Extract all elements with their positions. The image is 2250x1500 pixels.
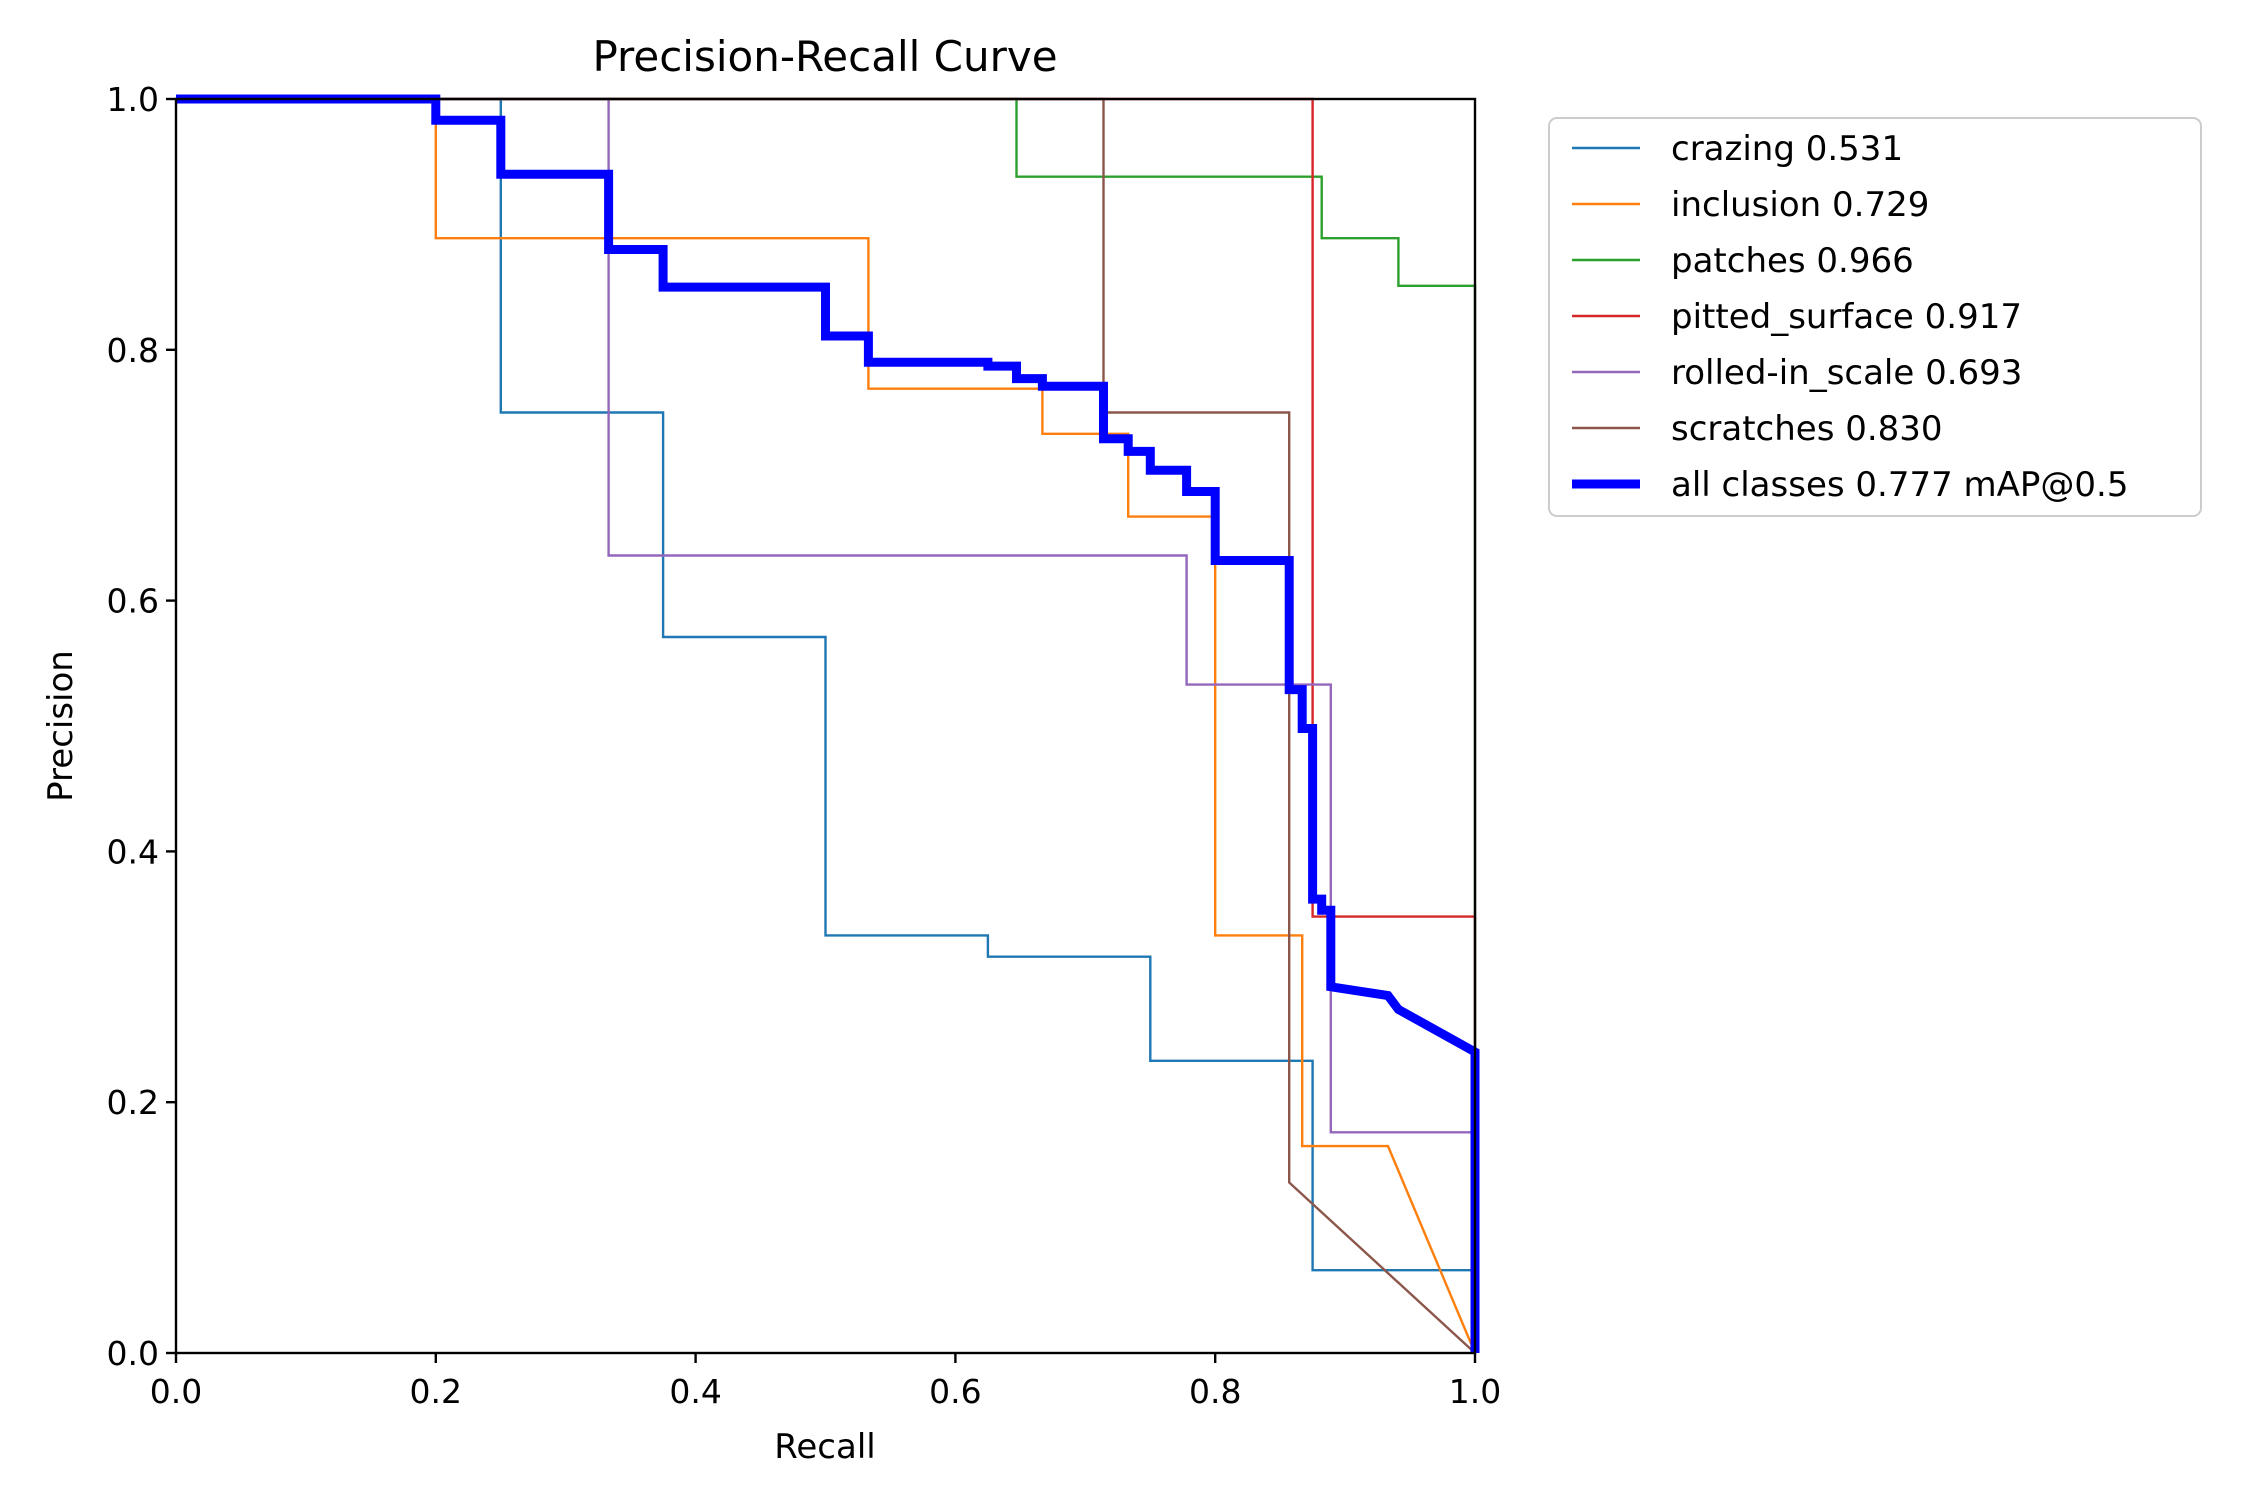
chart-title: Precision-Recall Curve bbox=[592, 32, 1057, 81]
y-tick-label: 0.4 bbox=[107, 832, 159, 871]
x-tick-label: 0.4 bbox=[669, 1372, 721, 1411]
legend-label: pitted_surface 0.917 bbox=[1671, 297, 2022, 337]
series-line-all-classes bbox=[176, 94, 1480, 1353]
y-tick-label: 0.6 bbox=[107, 582, 159, 621]
x-tick-label: 0.0 bbox=[150, 1372, 202, 1411]
x-tick-label: 0.8 bbox=[1189, 1372, 1241, 1411]
x-tick-label: 1.0 bbox=[1449, 1372, 1501, 1411]
x-tick-label: 0.6 bbox=[929, 1372, 981, 1411]
y-axis-label: Precision bbox=[41, 650, 81, 802]
y-tick-label: 0.0 bbox=[107, 1334, 159, 1373]
x-tick-label: 0.2 bbox=[410, 1372, 462, 1411]
legend-label: rolled-in_scale 0.693 bbox=[1671, 353, 2022, 393]
legend-items: crazing 0.531 inclusion 0.729 patches 0.96… bbox=[1572, 129, 2128, 505]
legend-box bbox=[1548, 117, 2202, 517]
y-tick-label: 0.2 bbox=[107, 1083, 159, 1122]
y-axis-ticks: 0.0 0.2 0.4 0.6 0.8 1.0 bbox=[107, 80, 176, 1373]
legend-label: inclusion 0.729 bbox=[1671, 185, 1929, 225]
x-axis-label: Recall bbox=[774, 1427, 875, 1467]
series-line-patches bbox=[176, 97, 1477, 1353]
y-tick-label: 1.0 bbox=[107, 80, 159, 119]
y-tick-label: 0.8 bbox=[107, 331, 159, 370]
plot-frame bbox=[174, 97, 1477, 1355]
legend-label: crazing 0.531 bbox=[1671, 129, 1903, 169]
legend-label: all classes 0.777 mAP@0.5 bbox=[1671, 465, 2128, 505]
series-line-crazing bbox=[176, 97, 1477, 1353]
series-line-inclusion bbox=[176, 97, 1477, 1354]
x-axis-ticks: 0.0 0.2 0.4 0.6 0.8 1.0 bbox=[150, 1353, 1501, 1411]
legend-label: scratches 0.830 bbox=[1671, 409, 1943, 449]
legend: crazing 0.531 inclusion 0.729 patches 0.96… bbox=[1548, 117, 2202, 517]
legend-label: patches 0.966 bbox=[1671, 241, 1914, 281]
